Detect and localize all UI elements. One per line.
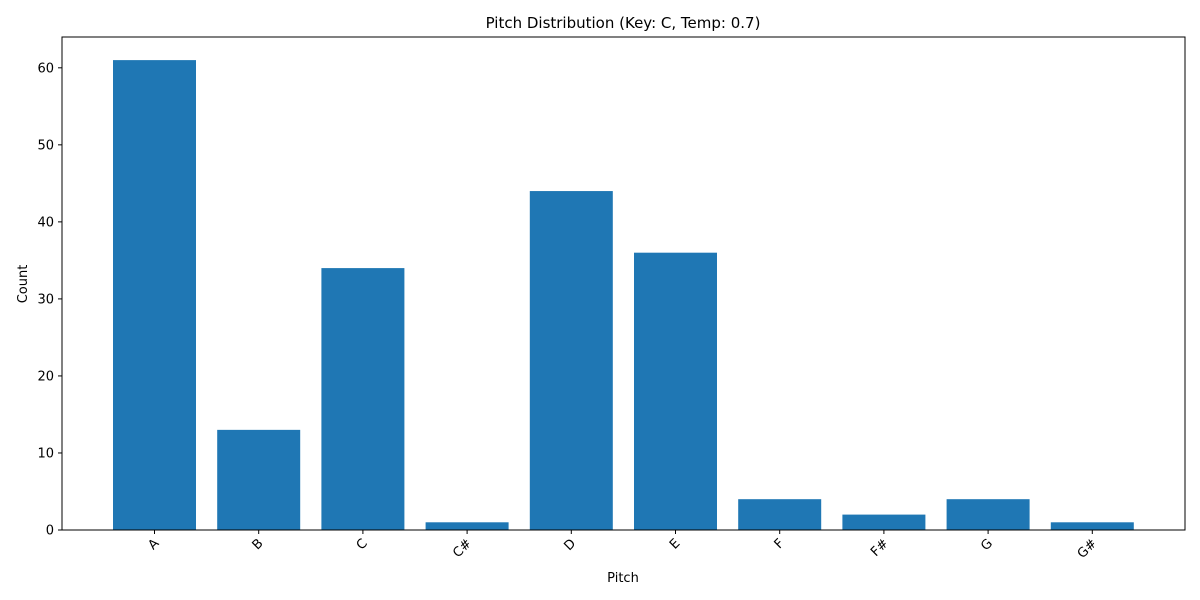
x-tick-label: F bbox=[772, 536, 788, 552]
bars-group bbox=[113, 60, 1134, 530]
bar-e bbox=[634, 252, 717, 530]
y-tick-label: 40 bbox=[37, 215, 54, 230]
chart-title: Pitch Distribution (Key: C, Temp: 0.7) bbox=[486, 14, 761, 32]
x-tick-label: F# bbox=[868, 536, 892, 560]
y-tick-label: 60 bbox=[37, 61, 54, 76]
x-tick-label: B bbox=[250, 536, 267, 553]
bar-f bbox=[738, 499, 822, 530]
x-tick-label: G# bbox=[1075, 536, 1100, 561]
y-tick-label: 30 bbox=[37, 292, 54, 307]
bar-d bbox=[529, 191, 613, 530]
y-axis-ticks: 0 10 20 30 40 50 60 bbox=[37, 61, 62, 539]
x-tick-label: C bbox=[354, 536, 371, 553]
bar-g-sharp bbox=[1050, 522, 1134, 530]
bar-c bbox=[321, 268, 405, 530]
x-tick-label: C# bbox=[450, 536, 475, 561]
y-tick-label: 0 bbox=[46, 524, 54, 539]
x-axis-label: Pitch bbox=[607, 571, 639, 586]
x-tick-label: G bbox=[978, 536, 996, 554]
x-tick-label: D bbox=[561, 536, 579, 554]
bar-g bbox=[946, 499, 1030, 530]
x-axis-ticks: A B C C# D E F F# G G# bbox=[145, 530, 1100, 562]
bar-a bbox=[113, 60, 196, 530]
plot-frame bbox=[61, 36, 1186, 531]
bar-f-sharp bbox=[842, 514, 926, 530]
x-tick-label: E bbox=[667, 536, 683, 552]
bar-c-sharp bbox=[425, 522, 509, 530]
x-tick-label: A bbox=[145, 536, 162, 553]
y-tick-label: 50 bbox=[37, 138, 54, 153]
y-tick-label: 20 bbox=[37, 369, 54, 384]
y-axis-label: Count bbox=[16, 265, 31, 304]
bar-b bbox=[217, 429, 301, 530]
y-tick-label: 10 bbox=[37, 446, 54, 461]
